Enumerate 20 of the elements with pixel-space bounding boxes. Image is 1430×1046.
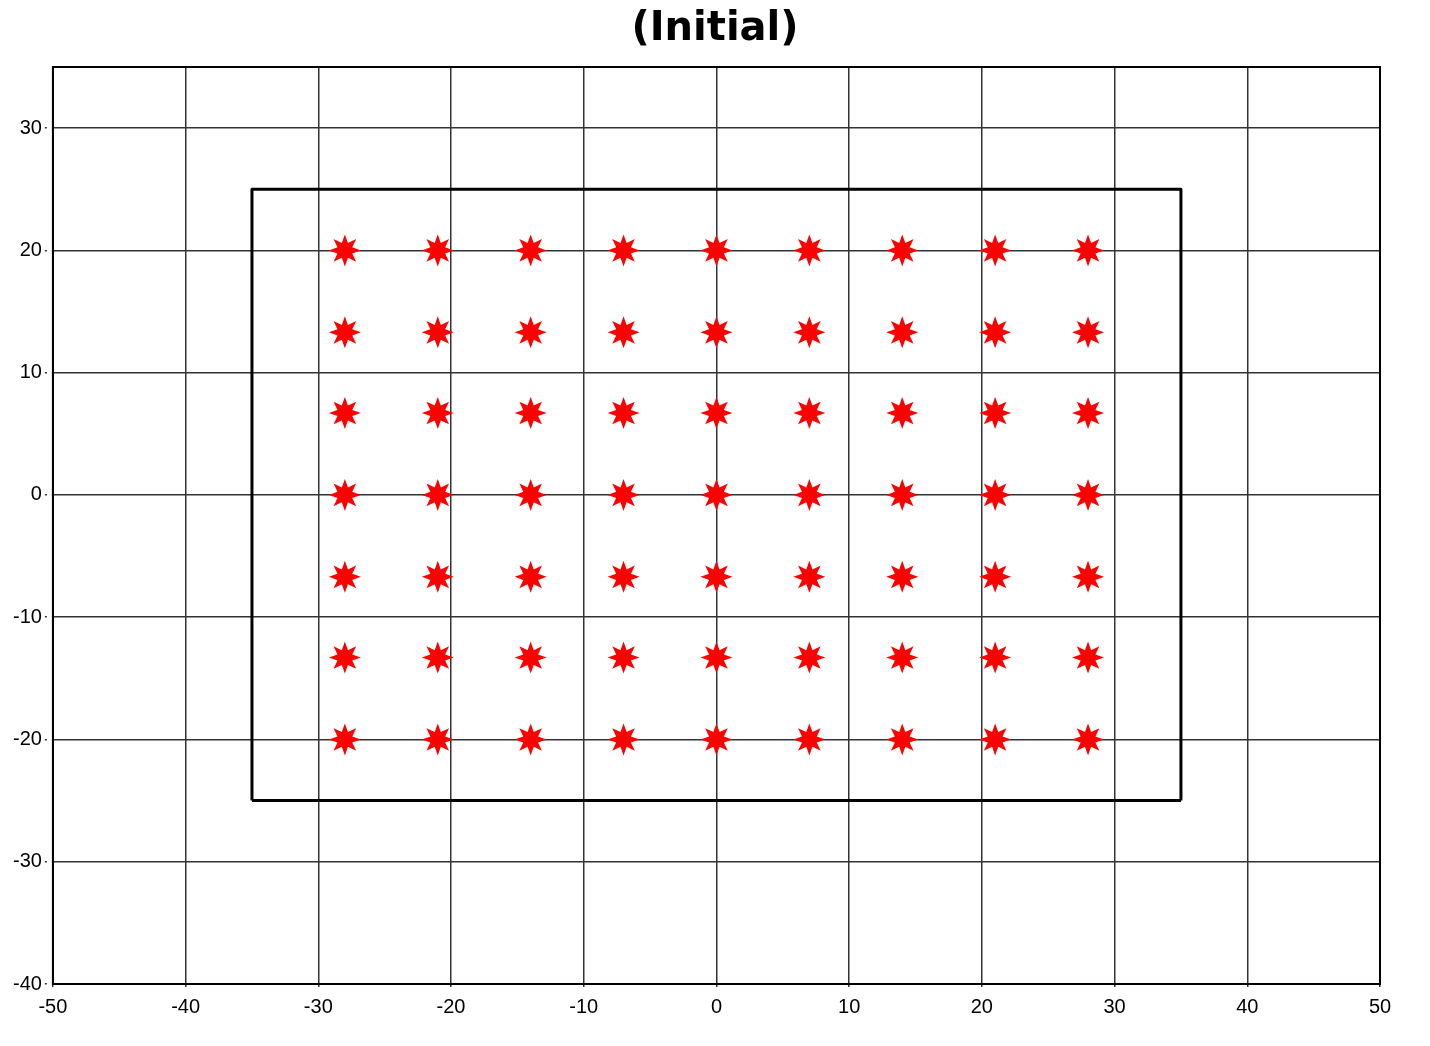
x-tick-label: -20 — [436, 994, 466, 1017]
chart-title: (Initial) — [630, 2, 800, 51]
y-tick-label: 30 — [19, 115, 42, 138]
x-tick-label: -40 — [171, 994, 201, 1017]
y-tick-label: -40 — [13, 971, 42, 994]
x-tick-label: 10 — [838, 994, 861, 1017]
x-tick-label: 40 — [1236, 994, 1259, 1017]
y-tick-label: -30 — [13, 849, 42, 872]
x-tick-label: -30 — [303, 994, 333, 1017]
x-tick-label: 50 — [1368, 994, 1392, 1017]
y-tick-label: -10 — [13, 604, 42, 627]
y-tick-label: 10 — [19, 360, 42, 383]
x-tick-label: -50 — [38, 994, 68, 1017]
x-tick-label: 0 — [710, 994, 723, 1017]
x-tick-label: 30 — [1103, 994, 1126, 1017]
y-tick-label: 20 — [19, 237, 42, 260]
y-tick-label: -20 — [13, 726, 42, 749]
x-tick-label: 20 — [970, 994, 993, 1017]
y-tick-label: 0 — [30, 482, 42, 505]
x-tick-label: -10 — [569, 994, 599, 1017]
